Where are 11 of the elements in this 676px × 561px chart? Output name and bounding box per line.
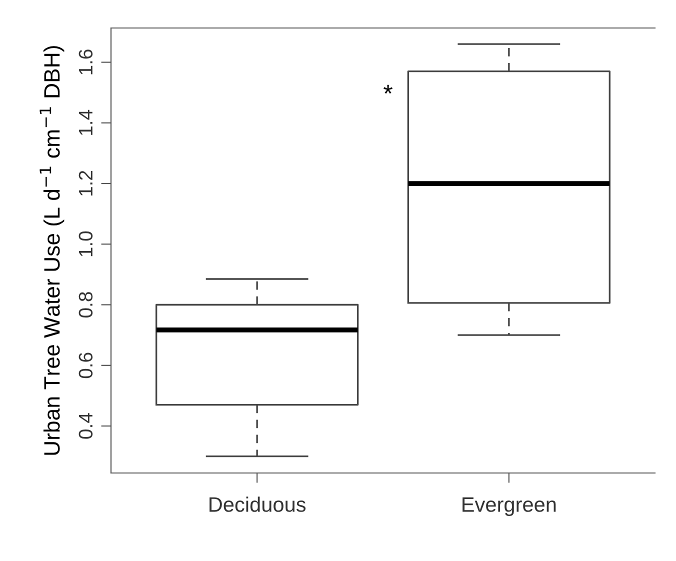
x-tick-label: Deciduous (210, 496, 306, 512)
y-tick-label: 1.4 (79, 110, 92, 135)
annotation: * (384, 84, 393, 94)
y-axis-title: Urban Tree Water Use (L d$^{−1}$ cm$^{−1}$ DBH) (40, 46, 64, 455)
y-tick-label: 1.6 (78, 50, 93, 74)
y-tick-label: 1.2 (78, 170, 92, 196)
y-tick-label: 0.8 (78, 292, 93, 318)
y-tick-label: 1.0 (78, 231, 93, 256)
y-tick-label: 0.4 (78, 413, 93, 439)
x-tick-label: Evergreen (462, 497, 556, 516)
y-tick-label: 0.6 (78, 352, 93, 378)
